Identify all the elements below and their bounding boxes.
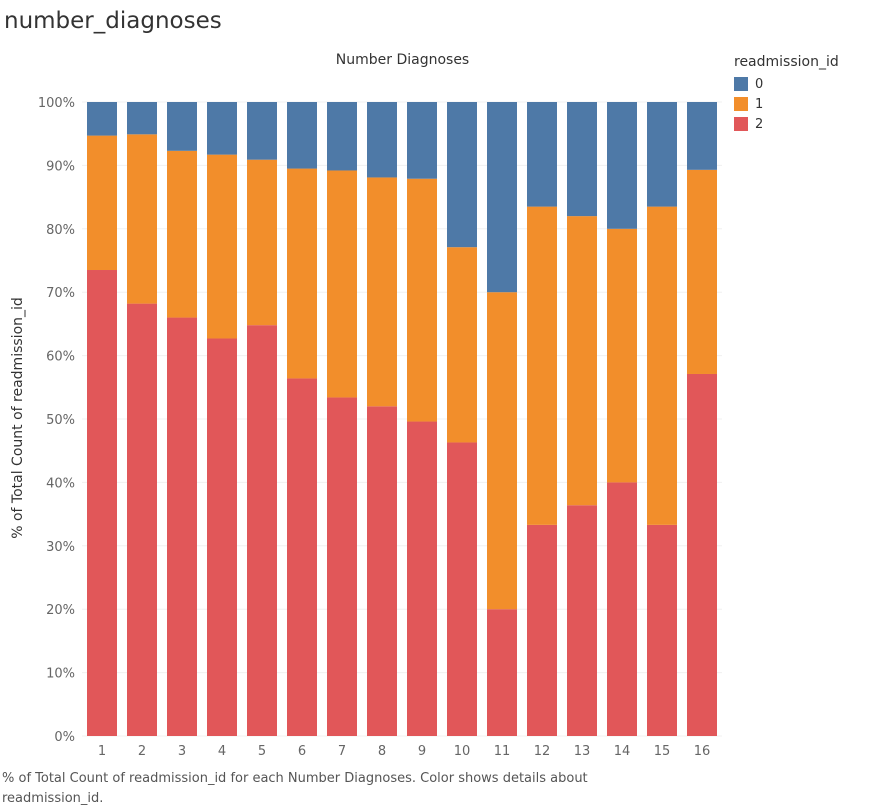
bar-segment-5-readmission-0[interactable] — [247, 102, 277, 160]
bar-segment-16-readmission-2[interactable] — [687, 373, 717, 736]
legend-label-0: 0 — [755, 76, 764, 92]
x-tick-label: 13 — [574, 744, 591, 759]
x-tick-label: 7 — [338, 744, 346, 759]
y-tick-label: 70% — [46, 286, 75, 301]
bar-segment-8-readmission-1[interactable] — [367, 177, 397, 407]
bar-segment-9-readmission-2[interactable] — [407, 421, 437, 736]
bar-segment-13-readmission-1[interactable] — [567, 216, 597, 506]
bar-segment-11-readmission-2[interactable] — [487, 609, 517, 736]
bar-segment-2-readmission-2[interactable] — [127, 303, 157, 736]
bar-segment-11-readmission-0[interactable] — [487, 102, 517, 293]
bar-segment-13-readmission-0[interactable] — [567, 102, 597, 217]
bar-segment-7-readmission-2[interactable] — [327, 397, 357, 736]
y-tick-label: 30% — [46, 540, 75, 555]
bar-segment-2-readmission-0[interactable] — [127, 102, 157, 135]
bar-segment-12-readmission-2[interactable] — [527, 524, 557, 736]
bar-segment-10-readmission-0[interactable] — [447, 102, 477, 248]
page-title: number_diagnoses — [4, 8, 222, 34]
chart-caption: % of Total Count of readmission_id for e… — [2, 771, 588, 806]
x-tick-label: 1 — [98, 744, 106, 759]
bars-group — [87, 102, 717, 736]
y-tick-label: 10% — [46, 667, 75, 682]
bar-segment-5-readmission-2[interactable] — [247, 325, 277, 736]
bar-segment-6-readmission-0[interactable] — [287, 102, 317, 169]
x-tick-label: 15 — [654, 744, 671, 759]
legend-swatch-0 — [734, 77, 748, 91]
bar-segment-9-readmission-0[interactable] — [407, 102, 437, 179]
x-tick-label: 9 — [418, 744, 426, 759]
bar-segment-5-readmission-1[interactable] — [247, 159, 277, 326]
bar-segment-7-readmission-0[interactable] — [327, 102, 357, 171]
legend-swatch-2 — [734, 117, 748, 131]
x-tick-label: 2 — [138, 744, 146, 759]
bar-segment-2-readmission-1[interactable] — [127, 134, 157, 304]
bar-segment-12-readmission-0[interactable] — [527, 102, 557, 207]
bar-segment-3-readmission-0[interactable] — [167, 102, 197, 151]
bar-segment-3-readmission-1[interactable] — [167, 150, 197, 318]
legend-label-2: 2 — [755, 116, 764, 132]
y-axis-label: % of Total Count of readmission_id — [10, 297, 26, 539]
bar-segment-1-readmission-0[interactable] — [87, 102, 117, 136]
legend-label-1: 1 — [755, 96, 764, 112]
bar-segment-11-readmission-1[interactable] — [487, 292, 517, 610]
bar-segment-6-readmission-2[interactable] — [287, 378, 317, 736]
y-tick-label: 60% — [46, 350, 75, 365]
chart-title: Number Diagnoses — [335, 52, 470, 68]
bar-segment-10-readmission-2[interactable] — [447, 442, 477, 736]
x-tick-label: 16 — [694, 744, 711, 759]
bar-segment-8-readmission-0[interactable] — [367, 102, 397, 178]
x-tick-label: 11 — [494, 744, 511, 759]
bar-segment-3-readmission-2[interactable] — [167, 317, 197, 736]
bar-segment-15-readmission-1[interactable] — [647, 206, 677, 525]
bar-segment-4-readmission-0[interactable] — [207, 102, 237, 155]
legend-item-0[interactable]: 0 — [734, 74, 839, 94]
bar-segment-8-readmission-2[interactable] — [367, 406, 397, 736]
bar-segment-15-readmission-0[interactable] — [647, 102, 677, 207]
x-tick-label: 10 — [454, 744, 471, 759]
x-tick-label: 4 — [218, 744, 226, 759]
bar-segment-4-readmission-1[interactable] — [207, 154, 237, 339]
y-tick-label: 80% — [46, 223, 75, 238]
bar-segment-12-readmission-1[interactable] — [527, 206, 557, 525]
y-tick-label: 100% — [38, 96, 75, 111]
bar-segment-6-readmission-1[interactable] — [287, 168, 317, 379]
legend-swatch-1 — [734, 97, 748, 111]
legend: readmission_id 0 1 2 — [734, 54, 839, 134]
bar-segment-9-readmission-1[interactable] — [407, 178, 437, 422]
y-tick-label: 90% — [46, 159, 75, 174]
bar-segment-1-readmission-1[interactable] — [87, 135, 117, 271]
bar-segment-4-readmission-2[interactable] — [207, 338, 237, 736]
y-tick-label: 50% — [46, 413, 75, 428]
y-axis-ticks: 0% 10% 20% 30% 40% 50% 60% 70% 80% 90% 100% — [38, 96, 75, 745]
bar-segment-14-readmission-2[interactable] — [607, 482, 637, 736]
x-tick-label: 3 — [178, 744, 186, 759]
x-tick-label: 12 — [534, 744, 551, 759]
y-tick-label: 20% — [46, 603, 75, 618]
x-tick-label: 8 — [378, 744, 386, 759]
bar-segment-15-readmission-2[interactable] — [647, 524, 677, 736]
bar-segment-16-readmission-1[interactable] — [687, 169, 717, 374]
bar-segment-1-readmission-2[interactable] — [87, 270, 117, 736]
bar-segment-10-readmission-1[interactable] — [447, 247, 477, 443]
bar-segment-14-readmission-0[interactable] — [607, 102, 637, 229]
x-tick-label: 6 — [298, 744, 306, 759]
bar-segment-16-readmission-0[interactable] — [687, 102, 717, 170]
x-axis-ticks: 1 2 3 4 5 6 7 8 9 10 11 12 13 14 15 16 — [98, 744, 710, 759]
bar-segment-13-readmission-2[interactable] — [567, 505, 597, 736]
x-tick-label: 5 — [258, 744, 266, 759]
y-tick-label: 0% — [54, 730, 75, 745]
bar-segment-7-readmission-1[interactable] — [327, 170, 357, 398]
x-tick-label: 14 — [614, 744, 631, 759]
legend-item-2[interactable]: 2 — [734, 114, 839, 134]
legend-title: readmission_id — [734, 54, 839, 70]
bar-segment-14-readmission-1[interactable] — [607, 228, 637, 483]
legend-item-1[interactable]: 1 — [734, 94, 839, 114]
y-tick-label: 40% — [46, 476, 75, 491]
